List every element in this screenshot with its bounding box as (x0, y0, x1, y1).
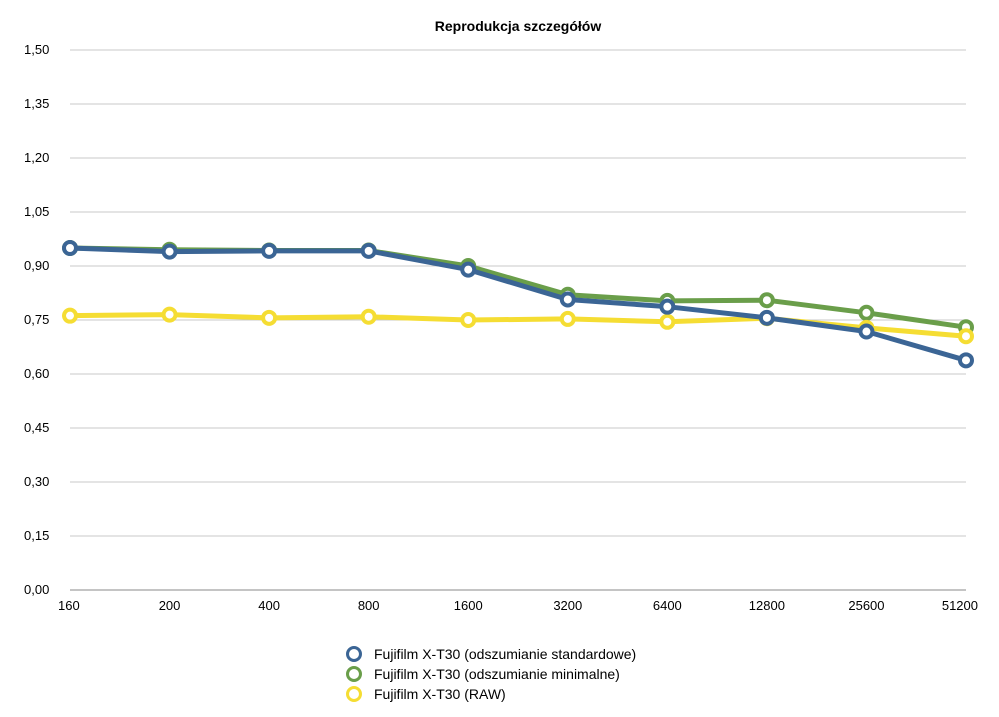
series-group (62, 240, 974, 369)
line-chart: Reprodukcja szczegółów 0,000,150,300,450… (24, 18, 978, 613)
data-point (659, 313, 676, 330)
y-tick-label: 0,60 (24, 366, 49, 381)
data-point (958, 328, 974, 345)
data-point (360, 242, 377, 259)
y-tick-label: 0,30 (24, 474, 49, 489)
data-point (161, 306, 178, 323)
data-point (460, 312, 477, 328)
chart-title: Reprodukcja szczegółów (435, 18, 602, 34)
legend-marker-icon (346, 686, 362, 702)
data-point (559, 310, 576, 327)
legend-item: Fujifilm X-T30 (odszumianie minimalne) (346, 664, 636, 684)
legend-label: Fujifilm X-T30 (odszumianie standardowe) (374, 646, 637, 662)
data-point (261, 242, 278, 259)
y-tick-label: 1,50 (24, 42, 49, 57)
x-tick-label: 800 (358, 598, 380, 613)
data-point (858, 304, 875, 321)
x-tick-label: 51200 (942, 598, 978, 613)
x-tick-label: 6400 (653, 598, 682, 613)
legend-marker-icon (346, 666, 362, 682)
series-line (67, 245, 969, 363)
y-tick-labels: 0,00 0,15 0,30 0,45 0,60 0,75 0,90 1,05 1,20 1,35… (24, 42, 49, 597)
y-tick-label: 0,75 (24, 312, 49, 327)
x-tick-label: 400 (258, 598, 280, 613)
x-tick-label: 25600 (848, 598, 884, 613)
x-tick-label: 1600 (454, 598, 483, 613)
y-tick-label: 1,35 (24, 96, 49, 111)
x-tick-label: 200 (159, 598, 181, 613)
data-point (460, 261, 477, 278)
legend-item: Fujifilm X-T30 (odszumianie standardowe) (346, 644, 636, 664)
y-tick-label: 1,05 (24, 204, 49, 219)
legend-marker-icon (346, 646, 362, 662)
y-tick-label: 0,90 (24, 258, 49, 273)
data-point (858, 323, 875, 340)
data-point (261, 309, 278, 326)
data-point (659, 298, 676, 315)
y-tick-label: 0,00 (24, 582, 49, 597)
data-point (559, 291, 576, 308)
x-tick-label: 160 (58, 598, 80, 613)
data-point (958, 352, 974, 369)
data-point (62, 307, 78, 324)
data-point (62, 240, 78, 256)
x-tick-label: 12800 (749, 598, 785, 613)
series-layer (62, 240, 974, 369)
legend-label: Fujifilm X-T30 (odszumianie minimalne) (374, 666, 620, 682)
y-tick-label: 1,20 (24, 150, 49, 165)
x-tick-labels: 160 200 400 800 1600 3200 6400 12800 25600 51200 (58, 598, 978, 613)
legend-item: Fujifilm X-T30 (RAW) (346, 684, 636, 704)
data-point (758, 292, 775, 309)
y-tick-label: 0,45 (24, 420, 49, 435)
y-tick-label: 0,15 (24, 528, 49, 543)
legend: Fujifilm X-T30 (odszumianie standardowe)… (346, 644, 636, 704)
x-tick-label: 3200 (553, 598, 582, 613)
data-point (360, 308, 377, 325)
data-point (161, 243, 178, 260)
data-point (758, 309, 775, 326)
legend-label: Fujifilm X-T30 (RAW) (374, 686, 506, 702)
